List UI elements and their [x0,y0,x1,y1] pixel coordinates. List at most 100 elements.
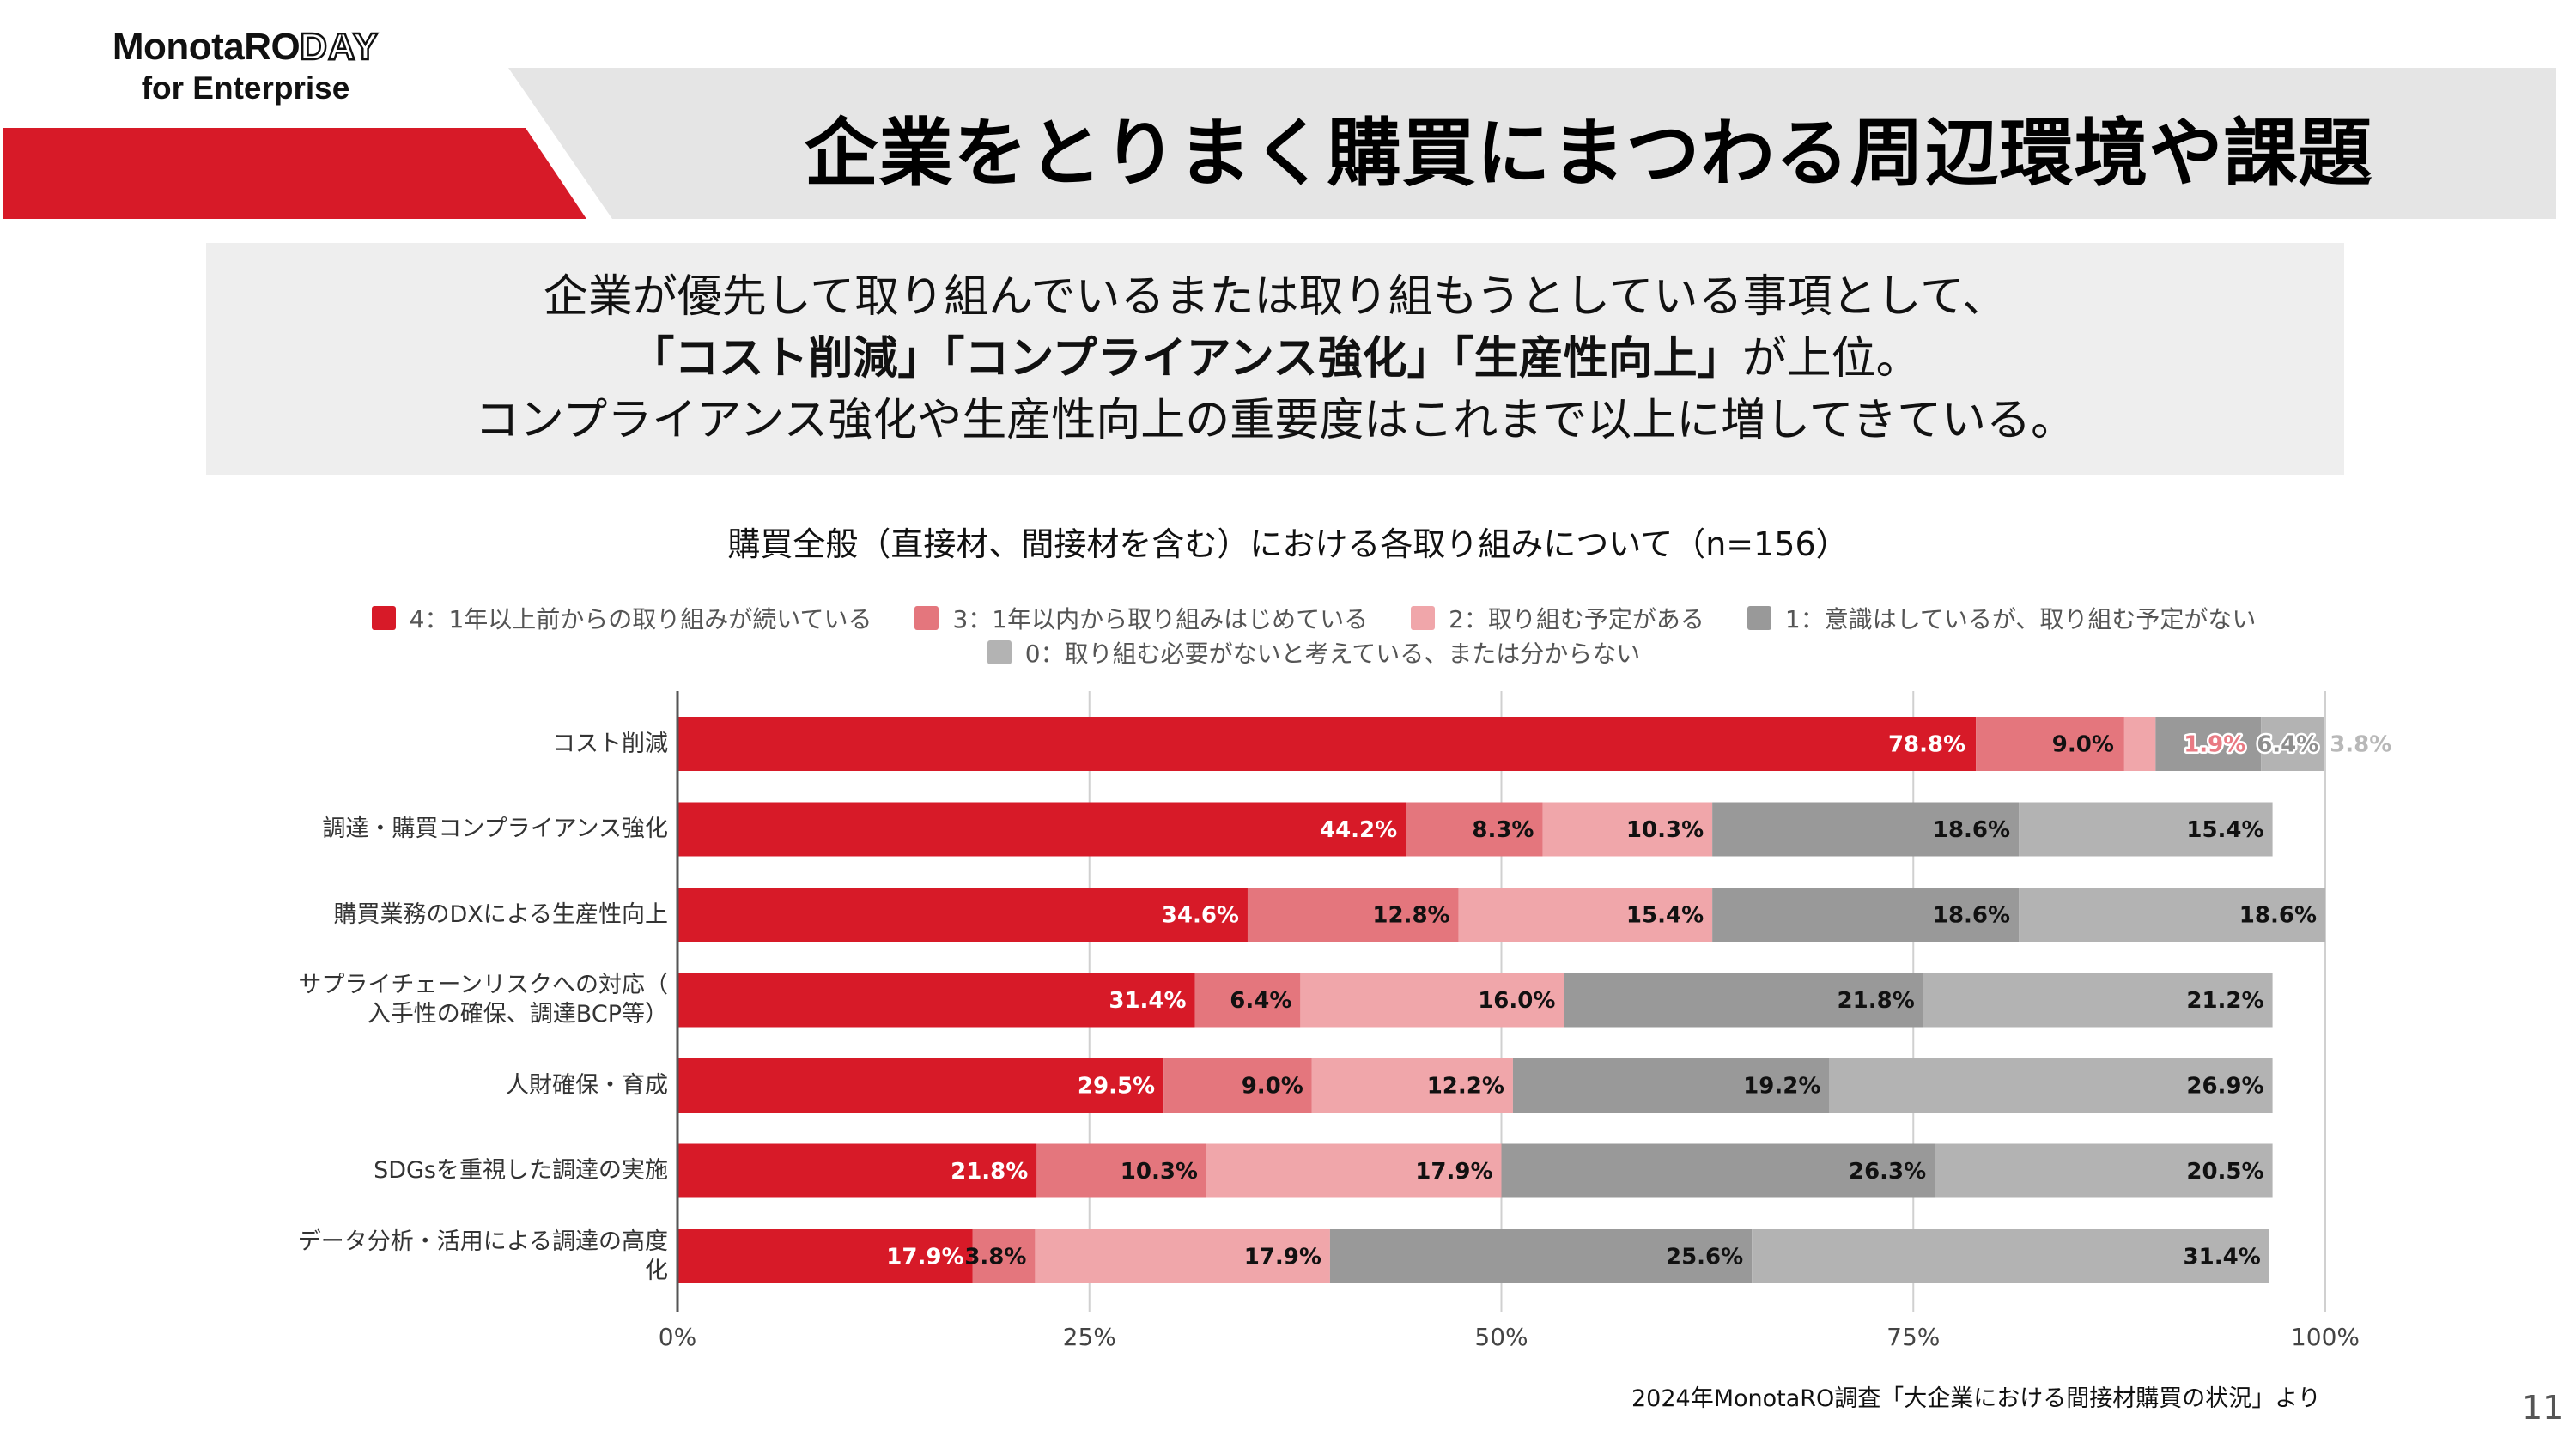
bar-segment [677,1229,973,1283]
legend-label: 4：1年以上前からの取り組みが続いている [409,605,872,634]
legend-swatch [1411,606,1436,630]
bar-segment [1311,1058,1513,1113]
bar-segment [677,1143,1037,1198]
category-label-line: SDGsを重視した調達の実施 [374,1157,668,1184]
bar-segment [677,973,1195,1028]
data-label: 10.3% [1626,817,1704,843]
bar-segment [677,888,1248,942]
bar-segment [677,802,1406,857]
category-label-line: 購買業務のDXによる生産性向上 [333,900,668,928]
data-label: 78.8% [1888,732,1965,758]
bar-segment [677,1058,1164,1113]
legend-swatch [914,606,939,630]
data-label: 17.9% [1244,1245,1321,1270]
bar-segment [2261,717,2324,771]
legend-item: 2：取り組む予定がある [1411,601,1704,635]
x-tick-label: 0% [659,1323,696,1351]
bar-segment [2155,717,2262,771]
data-label: 21.8% [1838,988,1915,1014]
summary-line-1: 企業が優先して取り組んでいるまたは取り組もうとしている事項として、 [543,271,2008,323]
source-citation: 2024年MonotaRO調査「大企業における間接材購買の状況」より [1631,1385,2321,1412]
legend-row: 0：取り組む必要がないと考えている、または分からない [283,635,2344,670]
brand-logo: MonotaRODAY for Enterprise [74,25,417,108]
bar-segment [2019,888,2325,942]
bar-segment [1035,1229,1330,1283]
bar-segment [1923,973,2273,1028]
bar-segment [1206,1143,1502,1198]
category-label-line: 調達・購買コンプライアンス強化 [322,815,668,842]
category-label: コスト削減 [552,730,668,759]
category-label: 人財確保・育成 [506,1071,668,1100]
chart-legend: 4：1年以上前からの取り組みが続いている 3：1年以内から取り組みはじめている 2：… [283,601,2344,670]
data-label: 34.6% [1162,903,1239,929]
data-label: 6.4% [2257,732,2318,758]
category-label: サプライチェーンリスクへの対応（ 入手性の確保、調達BCP等） [298,971,668,1029]
category-label-line: 入手性の確保、調達BCP等） [367,1001,668,1028]
x-tick-label: 25% [1063,1323,1116,1351]
data-label: 10.3% [1121,1159,1198,1185]
category-label-line: サプライチェーンリスクへの対応（ [298,972,668,998]
bar-segment [1712,888,2020,942]
data-label: 12.2% [1427,1074,1504,1100]
page-number: 11 [2522,1389,2564,1427]
bar-segment [1712,802,2020,857]
category-label-line: コスト削減 [552,730,668,757]
data-label: 31.4% [2184,1245,2261,1270]
data-label: 25.6% [1666,1245,1743,1270]
logo-main-text: MonotaRO [112,26,301,68]
banner-red-band [3,128,586,219]
bar-segment [1564,973,1923,1028]
legend-item: 1：意識はしているが、取り組む予定がない [1747,601,2256,635]
legend-item: 3：1年以内から取り組みはじめている [914,601,1368,635]
data-label: 18.6% [2239,903,2317,929]
bar-segment [1501,1143,1935,1198]
data-label: 8.3% [1472,817,1534,843]
category-label-line: 化 [645,1257,668,1284]
data-label: 20.5% [2186,1159,2263,1185]
data-label: 15.4% [1626,903,1704,929]
bar-segment [1329,1229,1753,1283]
summary-line-3: コンプライアンス強化や生産性向上の重要度はこれまで以上に増してきている。 [474,395,2076,446]
data-label: 18.6% [1933,817,2010,843]
logo-wordmark: MonotaRODAY [74,25,417,70]
bar-segment [1406,802,1543,857]
data-label: 15.4% [2186,817,2263,843]
bar-segment [1194,973,1301,1028]
category-label: データ分析・活用による調達の高度化 [298,1228,668,1286]
data-label: 6.4% [1230,988,1291,1014]
category-label: 調達・購買コンプライアンス強化 [322,815,668,844]
legend-swatch [987,640,1012,664]
data-label: 19.2% [1743,1074,1820,1100]
bar-segment [2123,717,2156,771]
bar-segment [1935,1143,2273,1198]
category-label-line: 人財確保・育成 [506,1071,668,1099]
summary-line-2-rest: が上位。 [1741,333,1921,385]
data-label: 16.0% [1478,988,1555,1014]
data-label: 21.8% [951,1159,1028,1185]
bar-segment [1163,1058,1312,1113]
legend-label: 3：1年以内から取り組みはじめている [952,605,1369,634]
category-label: 購買業務のDXによる生産性向上 [334,900,668,930]
bar-segment [1458,888,1713,942]
chart-title: 購買全般（直接材、間接材を含む）における各取り組みについて（n=156） [727,525,1849,563]
bar-segment [1247,888,1459,942]
data-label: 17.9% [886,1245,963,1270]
data-label: 3.8% [2330,732,2391,758]
data-label: 31.4% [1109,988,1186,1014]
data-label: 26.3% [1849,1159,1926,1185]
data-label: 21.2% [2186,988,2263,1014]
data-label: 1.9% [2184,732,2245,758]
legend-row: 4：1年以上前からの取り組みが続いている 3：1年以内から取り組みはじめている 2：… [283,601,2344,635]
data-label: 3.8% [964,1245,1026,1270]
data-label: 29.5% [1078,1074,1155,1100]
summary-line-2: 「コスト削減」「コンプライアンス強化」「生産性向上」が上位。 [629,328,1920,390]
summary-highlight: 「コスト削減」「コンプライアンス強化」「生産性向上」 [629,333,1742,385]
legend-label: 0：取り組む必要がないと考えている、または分からない [1024,640,1641,668]
legend-swatch [371,606,396,630]
category-label: SDGsを重視した調達の実施 [374,1156,668,1185]
legend-label: 1：意識はしているが、取り組む予定がない [1784,605,2257,634]
summary-box: 企業が優先して取り組んでいるまたは取り組もうとしている事項として、 「コスト削減… [206,243,2344,475]
data-label: 9.0% [1242,1074,1303,1100]
data-label: 44.2% [1320,817,1397,843]
